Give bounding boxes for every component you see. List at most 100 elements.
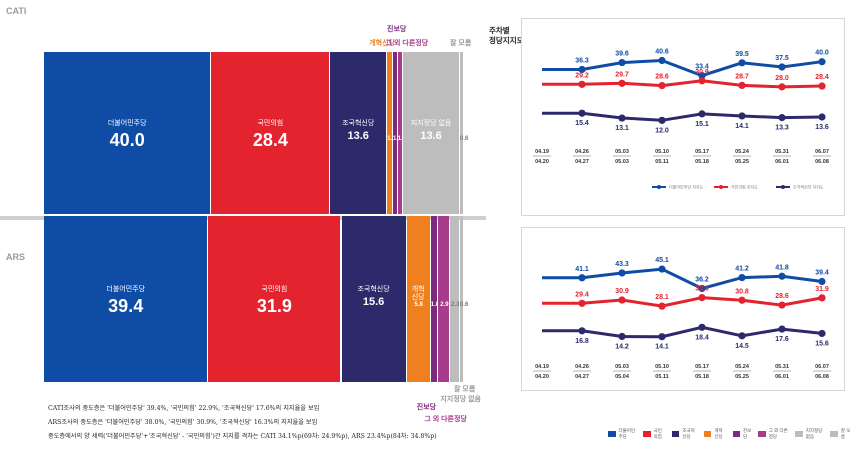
x-tick-label: 06.01 bbox=[775, 159, 789, 165]
bar-segment-2: 조국혁신당 15.6 bbox=[341, 216, 406, 382]
legend-text: 국민의힘 bbox=[653, 428, 662, 439]
trend-value-label: 36.2 bbox=[695, 276, 709, 283]
segment-value: 31.9 bbox=[256, 295, 292, 316]
x-tick-label: 04.27 bbox=[575, 374, 589, 380]
trend-point bbox=[618, 269, 626, 277]
x-tick-label: 06.08 bbox=[815, 374, 829, 380]
segment-name: 더불어민주당 bbox=[106, 285, 146, 293]
trend-point bbox=[578, 109, 586, 117]
cati-trend-chart: 36.3 39.6 40.6 33.4 39.5 37.5 40.0 29.2 29.7 28.6… bbox=[533, 48, 831, 190]
trend-line-1 bbox=[542, 79, 823, 89]
ars-stacked-bar: 더불어민주당 39.4 국민의힘 31.9 조국혁신당 15.6 개혁 신당 5.8 1.8 진보… bbox=[44, 216, 481, 423]
trend-chart-title: 주차별 정당지지도 bbox=[489, 26, 524, 45]
segment-outside-label: 그 외 다른정당 bbox=[424, 416, 467, 423]
segment-value: 39.4 bbox=[108, 295, 144, 316]
x-tick-label: 05.03 bbox=[615, 149, 629, 155]
trend-point bbox=[618, 332, 626, 341]
x-tick-label: 06.08 bbox=[815, 159, 829, 165]
segment-value: 0.6 bbox=[460, 136, 469, 143]
bar-segment-3: 개혁 신당 5.8 bbox=[406, 216, 430, 382]
segment-outside-label: 잘 모름 bbox=[454, 386, 476, 393]
ars-trend-chart: 41.1 43.3 45.1 36.2 41.2 41.8 39.4 29.4 30.9 28.1… bbox=[533, 257, 831, 380]
segment-outside-label: 진보당 bbox=[387, 26, 407, 33]
bar-segment-1: 국민의힘 31.9 bbox=[208, 216, 341, 382]
legend-text: 개혁신당 bbox=[714, 428, 723, 439]
legend-marker bbox=[781, 185, 785, 189]
trend-value-label: 36.3 bbox=[575, 57, 589, 64]
trend-value-label: 40.6 bbox=[655, 48, 669, 55]
trend-value-label: 13.1 bbox=[615, 125, 629, 132]
trend-point bbox=[578, 80, 586, 88]
legend-label: 조국혁신당 지지도 bbox=[793, 184, 824, 190]
trend-value-label: 16.8 bbox=[575, 338, 589, 345]
legend-swatch bbox=[795, 431, 803, 437]
legend-swatch bbox=[643, 431, 651, 437]
legend-swatch bbox=[830, 431, 838, 437]
segment-value: 1.8 bbox=[430, 302, 440, 309]
bar-segment-0: 더불어민주당 39.4 bbox=[44, 216, 208, 382]
trend-value-label: 28.7 bbox=[735, 73, 749, 80]
legend-text: 조국혁신당 bbox=[682, 428, 695, 439]
segment-outside-label: 잘 모름 bbox=[450, 40, 472, 47]
segment-name: 국민의힘 bbox=[261, 285, 288, 293]
bar-segment-2: 조국혁신당 13.6 bbox=[330, 52, 387, 214]
x-tick-label: 06.01 bbox=[775, 374, 789, 380]
trend-point bbox=[778, 301, 786, 309]
trend-value-label: 39.5 bbox=[735, 51, 749, 58]
trend-value-label: 14.1 bbox=[655, 344, 669, 351]
segment-value: 5.8 bbox=[414, 302, 423, 309]
trend-value-label: 28.1 bbox=[655, 294, 669, 301]
trend-value-label: 41.1 bbox=[575, 266, 589, 273]
trend-value-label: 30.8 bbox=[735, 288, 749, 295]
party-legend-item: 진보당 bbox=[732, 428, 753, 440]
trend-point bbox=[658, 302, 666, 310]
segment-name: 지지정당 없음 bbox=[410, 120, 452, 128]
trend-value-label: 14.1 bbox=[735, 123, 749, 130]
segment-value: 15.6 bbox=[362, 295, 385, 308]
trend-point bbox=[618, 114, 626, 122]
trend-line-2 bbox=[542, 111, 823, 122]
trend-line-0 bbox=[542, 58, 823, 78]
trend-point bbox=[698, 71, 706, 80]
segment-outside-label: 지지정당 없음 bbox=[440, 396, 481, 403]
segment-value: 1.1 bbox=[393, 136, 401, 142]
trend-value-label: 15.4 bbox=[575, 120, 589, 127]
trend-point bbox=[698, 77, 706, 85]
trend-point bbox=[618, 296, 626, 304]
legend-text: 진보당 bbox=[743, 428, 752, 439]
x-tick-label: 04.20 bbox=[535, 159, 549, 165]
trend-point bbox=[738, 296, 746, 304]
x-tick-label: 05.10 bbox=[655, 149, 669, 155]
footnote-ars: ARS조사의 중도층은 '더불어민주당' 38.0%, '국민의힘' 30.9%… bbox=[48, 419, 318, 426]
trend-point bbox=[578, 327, 586, 335]
trend-value-label: 43.3 bbox=[615, 261, 629, 268]
trend-point bbox=[698, 323, 706, 331]
x-tick-label: 04.26 bbox=[575, 149, 589, 155]
segment-value: 1.4 bbox=[387, 136, 396, 143]
x-tick-label: 05.24 bbox=[735, 149, 750, 155]
trend-value-label: 18.4 bbox=[695, 334, 709, 341]
segment-name: 국민의힘 bbox=[257, 120, 284, 128]
legend-swatch bbox=[671, 431, 680, 437]
segment-value: 40.0 bbox=[109, 130, 145, 151]
legend-label: 국민의힘 지지도 bbox=[731, 184, 758, 190]
bar-segment-7: 0.6 bbox=[460, 216, 468, 382]
segment-outside-label: 개혁신당 bbox=[369, 40, 395, 47]
bar-segment-5: 2.9 bbox=[438, 216, 450, 382]
x-tick-label: 05.25 bbox=[735, 374, 749, 380]
trend-value-label: 29.2 bbox=[575, 72, 589, 79]
bar-segment-0: 더불어민주당 40.0 bbox=[44, 52, 211, 214]
trend-point bbox=[618, 79, 626, 87]
trend-value-label: 41.8 bbox=[775, 264, 789, 271]
trend-value-label: 30.9 bbox=[615, 288, 629, 295]
trend-value-label: 41.2 bbox=[735, 266, 749, 273]
x-tick-label: 04.26 bbox=[575, 364, 589, 370]
party-legend: 더불어민주당 국민의힘 조국혁신당 개혁신당 진보당 그 외 다른정당 지지정당없음 잘 모름 bbox=[608, 428, 851, 440]
trend-value-label: 12.0 bbox=[655, 127, 669, 134]
trend-value-label: 15.6 bbox=[815, 340, 829, 347]
trend-value-label: 33.4 bbox=[695, 64, 709, 71]
trend-point bbox=[778, 325, 786, 333]
segment-value: 13.6 bbox=[347, 130, 369, 143]
trend-value-label: 13.6 bbox=[815, 124, 829, 131]
trend-point bbox=[658, 116, 666, 124]
